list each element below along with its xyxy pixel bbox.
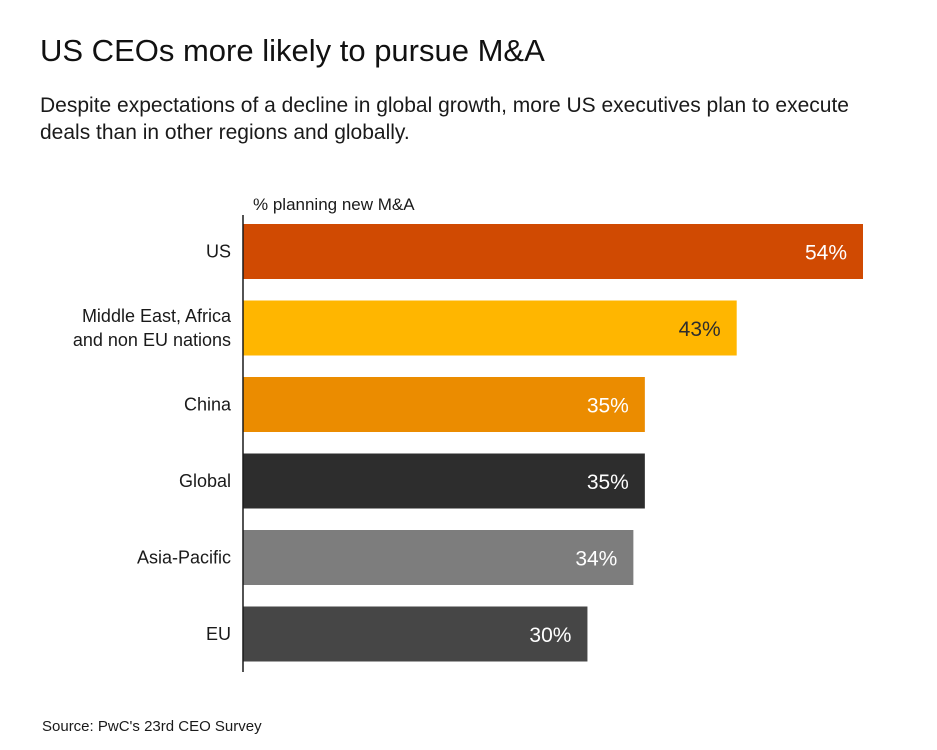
category-label: Global xyxy=(179,471,231,491)
value-label: 34% xyxy=(575,548,617,571)
chart-subtitle: Despite expectations of a decline in glo… xyxy=(40,94,849,144)
source-note: Source: PwC's 23rd CEO Survey xyxy=(42,718,262,735)
value-label: 30% xyxy=(529,624,571,647)
category-label: Middle East, Africa xyxy=(82,306,232,326)
category-label: Asia-Pacific xyxy=(137,548,231,568)
bar xyxy=(243,377,645,432)
category-label: EU xyxy=(206,624,231,644)
value-label: 54% xyxy=(805,242,847,265)
axis-caption: % planning new M&A xyxy=(253,195,415,214)
bar xyxy=(243,300,737,356)
bar xyxy=(243,224,863,279)
category-label: China xyxy=(184,395,232,415)
value-label: 43% xyxy=(679,318,721,341)
value-label: 35% xyxy=(587,395,629,418)
bar xyxy=(243,530,634,585)
bar xyxy=(243,453,645,509)
category-label: and non EU nations xyxy=(73,330,231,350)
value-label: 35% xyxy=(587,471,629,494)
chart-title: US CEOs more likely to pursue M&A xyxy=(40,33,545,68)
bar xyxy=(243,606,588,662)
category-label: US xyxy=(206,242,231,262)
